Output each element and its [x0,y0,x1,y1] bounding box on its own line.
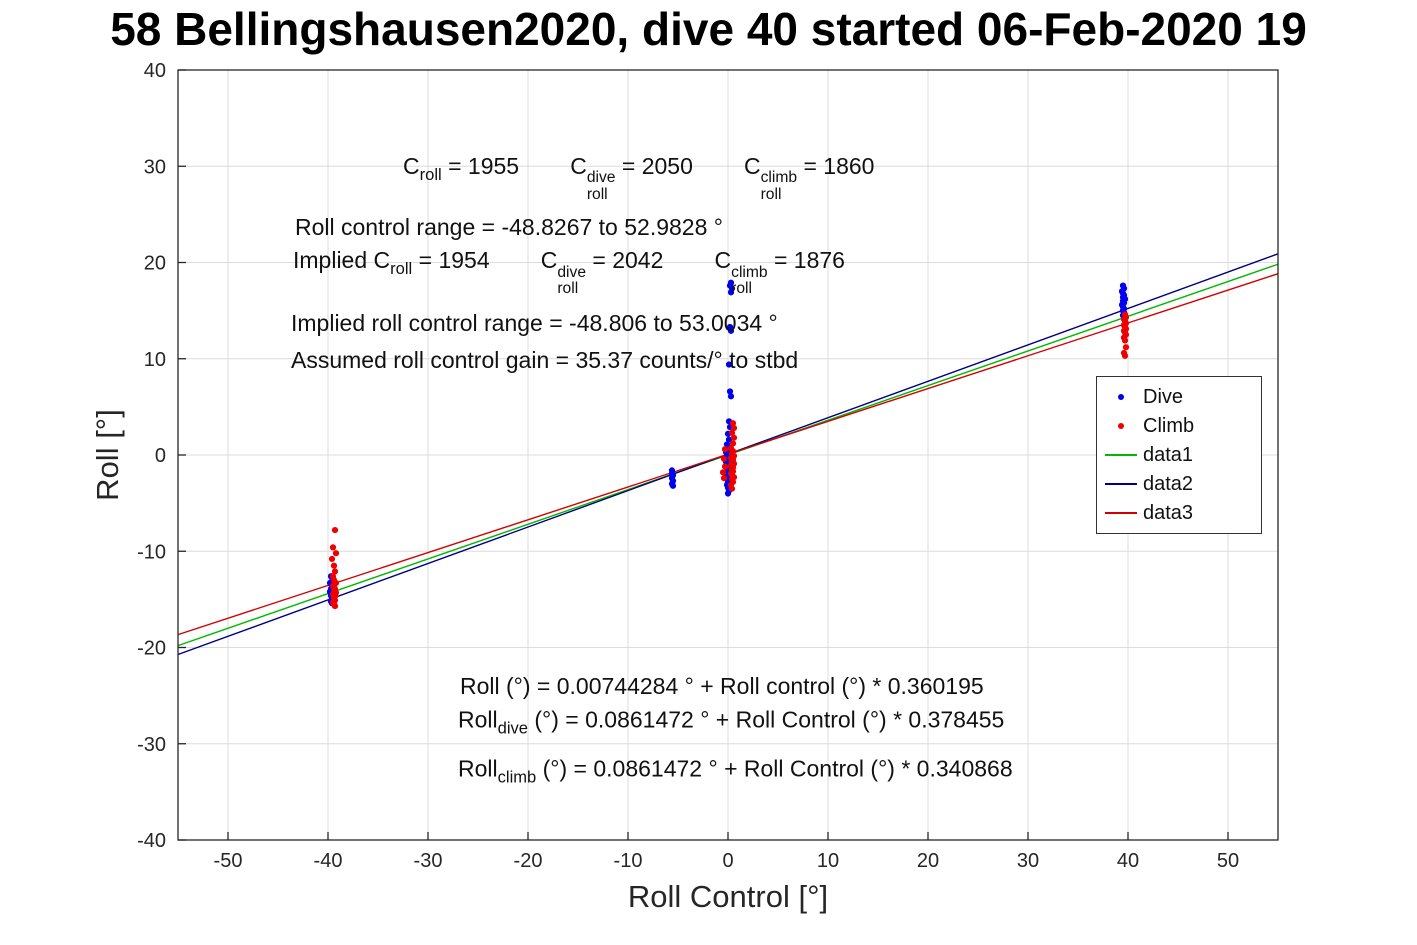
implied-roll-control-range: Implied roll control range = -48.806 to … [291,309,778,336]
legend-line-marker [1101,512,1141,514]
x-tick-label: -10 [614,850,643,872]
x-tick-label: 20 [917,850,939,872]
legend-entry-data3[interactable]: data3 [1101,501,1253,525]
y-tick-label: -40 [137,830,166,852]
y-tick-label: -30 [137,734,166,756]
legend-dot-marker [1101,423,1141,429]
x-tick-label: -20 [514,850,543,872]
x-tick-label: -40 [314,850,343,872]
fit-equation-climb: Rollclimb (°) = 0.0861472 ° + Roll Contr… [458,755,1013,787]
figure-title: 58 Bellingshausen2020, dive 40 started 0… [110,3,1307,55]
legend-entry-data2[interactable]: data2 [1101,472,1253,496]
legend-label: data3 [1143,501,1194,524]
legend-entry-climb[interactable]: Climb [1101,414,1253,438]
scatter-series-climb [328,311,1130,610]
legend-entry-data1[interactable]: data1 [1101,443,1253,467]
x-tick-label: -30 [414,850,443,872]
legend-label: Dive [1143,385,1184,408]
fit-equation-all: Roll (°) = 0.00744284 ° + Roll control (… [460,672,984,699]
x-axis-label: Roll Control [°] [627,879,829,914]
legend-label: Climb [1143,414,1195,437]
y-tick-label: 20 [144,253,166,275]
tick-labels: -50 -40 -30 -20 -10 0 10 20 30 40 50 -40 -30 -20 -10 0 1… [137,60,1239,872]
legend[interactable]: Dive Climb data1 data2 data3 [1096,376,1262,534]
y-tick-label: -10 [137,541,166,563]
tick-marks [178,69,1229,841]
legend-line-marker [1101,454,1141,456]
x-tick-label: 0 [722,850,733,872]
y-tick-label: -20 [137,638,166,660]
x-tick-label: 10 [817,850,839,872]
x-tick-label: 40 [1117,850,1139,872]
y-tick-label: 0 [155,445,166,467]
y-tick-label: 30 [144,156,166,178]
legend-label: data1 [1143,443,1194,466]
legend-entry-dive[interactable]: Dive [1101,385,1253,409]
y-axis-label: Roll [°] [90,409,125,501]
roll-control-range: Roll control range = -48.8267 to 52.9828… [295,213,723,240]
legend-line-marker [1101,483,1141,485]
fit-equation-dive: Rolldive (°) = 0.0861472 ° + Roll Contro… [458,705,1005,738]
y-tick-label: 10 [144,349,166,371]
x-tick-label: 30 [1017,850,1039,872]
x-tick-label: -50 [214,850,243,872]
x-tick-label: 50 [1217,850,1239,872]
y-tick-label: 40 [144,60,166,82]
legend-dot-marker [1101,394,1141,400]
legend-label: data2 [1143,472,1194,495]
assumed-roll-control-gain: Assumed roll control gain = 35.37 counts… [291,346,799,373]
